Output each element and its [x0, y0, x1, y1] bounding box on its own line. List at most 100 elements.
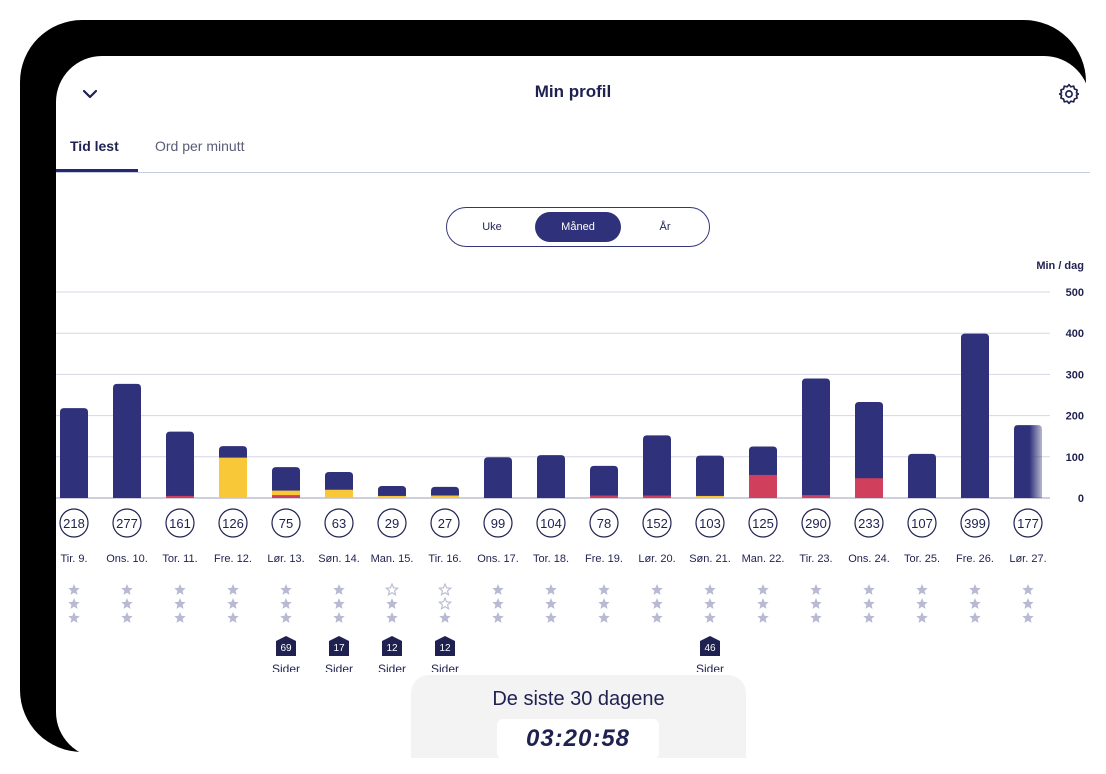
pages-count: 17	[333, 643, 345, 654]
active-tab-indicator	[56, 169, 138, 172]
value-badge	[907, 508, 937, 538]
value-badge	[960, 508, 990, 538]
bar	[113, 383, 141, 498]
bar-segment-yellow	[219, 457, 247, 498]
star-filled-icon	[1022, 612, 1034, 623]
bar-value-label: 103	[699, 516, 721, 531]
summary-card: De siste 30 dagene 03:20:58	[411, 675, 746, 758]
bar	[272, 467, 300, 498]
bar-value-label: 233	[858, 516, 880, 531]
star-filled-icon	[121, 584, 133, 595]
bar-segment-yellow	[325, 489, 353, 498]
bar-segment-yellow	[378, 495, 406, 498]
star-filled-icon	[492, 598, 504, 609]
day-label: Fre. 12.	[214, 553, 252, 565]
tab-ord-per-minutt[interactable]: Ord per minutt	[155, 138, 245, 154]
bar-value-label: 277	[116, 516, 138, 531]
bar	[696, 455, 724, 498]
bar-value-label: 78	[597, 516, 611, 531]
book-icon	[329, 636, 349, 656]
bar	[431, 486, 459, 498]
value-badge	[59, 508, 89, 538]
bar-segment-red	[802, 495, 830, 498]
reading-time-chart: 500 400 300 200 100 0 218 Tir. 9. 277 Ons. 10. 161…	[56, 287, 1084, 672]
pages-count: 12	[386, 643, 398, 654]
star-filled-icon	[757, 584, 769, 595]
bar-segment-red	[590, 495, 618, 498]
star-filled-icon	[651, 612, 663, 623]
bar	[643, 435, 671, 498]
day-label: Søn. 21.	[689, 553, 731, 565]
chevron-down-icon[interactable]	[78, 82, 102, 106]
star-filled-icon	[121, 598, 133, 609]
tab-bar: Tid lest Ord per minutt	[56, 132, 1090, 173]
period-selector: Uke Måned År	[446, 207, 710, 247]
app-screen: Min profil Tid lest Ord per minutt Uke M…	[56, 56, 1090, 758]
star-filled-icon	[810, 612, 822, 623]
total-time-value: 03:20:58	[497, 719, 659, 758]
star-filled-icon	[280, 584, 292, 595]
book-icon	[382, 636, 402, 656]
bar	[802, 378, 830, 498]
star-filled-icon	[598, 612, 610, 623]
star-filled-icon	[916, 598, 928, 609]
y-tick-label: 100	[1066, 452, 1084, 464]
value-badge	[1013, 508, 1043, 538]
star-filled-icon	[704, 612, 716, 623]
bar-value-label: 104	[540, 516, 562, 531]
day-label: Lør. 27.	[1009, 553, 1046, 565]
period-option-week[interactable]: Uke	[482, 221, 502, 233]
star-filled-icon	[227, 598, 239, 609]
star-filled-icon	[333, 612, 345, 623]
y-tick-label: 200	[1066, 411, 1084, 423]
star-filled-icon	[174, 598, 186, 609]
bar-segment-yellow	[696, 495, 724, 498]
pages-label: Sider	[696, 662, 724, 672]
value-badge	[642, 508, 672, 538]
bar	[166, 431, 194, 498]
value-badge	[854, 508, 884, 538]
bar-segment-red	[749, 474, 777, 498]
bar-value-label: 161	[169, 516, 191, 531]
value-badge	[536, 508, 566, 538]
bar	[590, 465, 618, 498]
bar-value-label: 107	[911, 516, 933, 531]
star-outline-icon	[384, 582, 400, 597]
star-filled-icon	[545, 612, 557, 623]
star-filled-icon	[969, 612, 981, 623]
tab-tid-lest[interactable]: Tid lest	[70, 138, 119, 154]
star-filled-icon	[174, 584, 186, 595]
bar	[378, 486, 406, 498]
gear-icon[interactable]	[1058, 83, 1080, 105]
pages-label: Sider	[272, 662, 300, 672]
bar-value-label: 29	[385, 516, 399, 531]
day-label: Tor. 18.	[533, 553, 569, 565]
day-label: Ons. 24.	[848, 553, 890, 565]
star-filled-icon	[969, 584, 981, 595]
pages-label: Sider	[431, 662, 459, 672]
star-filled-icon	[757, 612, 769, 623]
star-filled-icon	[1022, 584, 1034, 595]
value-badge	[218, 508, 248, 538]
book-icon	[276, 636, 296, 656]
pages-label: Sider	[378, 662, 406, 672]
bar-value-label: 126	[222, 516, 244, 531]
y-tick-label: 500	[1066, 287, 1084, 299]
y-tick-label: 400	[1066, 328, 1084, 340]
value-badge	[589, 508, 619, 538]
star-filled-icon	[651, 584, 663, 595]
star-filled-icon	[916, 584, 928, 595]
value-badge	[801, 508, 831, 538]
value-badge	[483, 508, 513, 538]
star-filled-icon	[333, 598, 345, 609]
star-filled-icon	[280, 612, 292, 623]
star-filled-icon	[651, 598, 663, 609]
star-outline-icon	[437, 596, 453, 611]
star-filled-icon	[386, 598, 398, 609]
bar-value-label: 99	[491, 516, 505, 531]
device-frame: Min profil Tid lest Ord per minutt Uke M…	[20, 20, 1090, 758]
period-option-month[interactable]: Måned	[535, 212, 621, 242]
period-option-year[interactable]: År	[659, 221, 671, 233]
bar-value-label: 399	[964, 516, 986, 531]
bar-value-label: 290	[805, 516, 827, 531]
